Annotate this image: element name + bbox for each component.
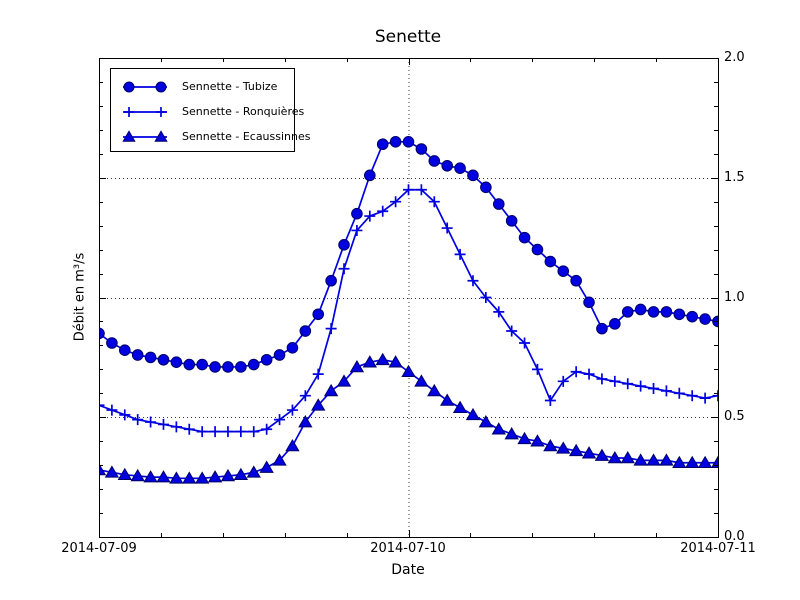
x-axis-label: Date: [391, 562, 425, 578]
legend-label: Sennette - Ecaussinnes: [182, 130, 311, 143]
legend-label: Sennette - Tubize: [182, 80, 278, 93]
y-tick-label-1: 0.5: [724, 409, 745, 424]
legend-sample-triangle-icon: [119, 129, 171, 145]
legend-label: Sennette - Ronquières: [182, 105, 305, 118]
series-tubize: [99, 136, 718, 373]
legend-item-ecaussinnes: Sennette - Ecaussinnes: [119, 124, 311, 149]
x-tick-label-2: 2014-07-11: [680, 541, 756, 556]
y-axis-label: Débit en m³/s: [72, 252, 88, 342]
axis-ticks: [98, 57, 720, 539]
y-tick-label-0: 0.0: [724, 529, 745, 544]
x-tick-label-1: 2014-07-10: [370, 541, 446, 556]
legend-sample-circle-icon: [119, 79, 171, 95]
y-tick-label-4: 2.0: [724, 50, 745, 65]
legend: Sennette - Tubize Sennette - Ronquières …: [110, 68, 311, 152]
legend-item-tubize: Sennette - Tubize: [119, 74, 294, 99]
series-ronquieres: [99, 184, 718, 438]
legend-item-ronquieres: Sennette - Ronquières: [119, 99, 304, 124]
y-tick-label-3: 1.5: [724, 170, 745, 185]
chart-title: Senette: [374, 27, 442, 47]
x-tick-label-0: 2014-07-09: [61, 541, 137, 556]
legend-sample-plus-icon: [119, 104, 171, 120]
series-ecaussinnes: [99, 352, 718, 484]
y-tick-label-2: 1.0: [724, 290, 745, 305]
